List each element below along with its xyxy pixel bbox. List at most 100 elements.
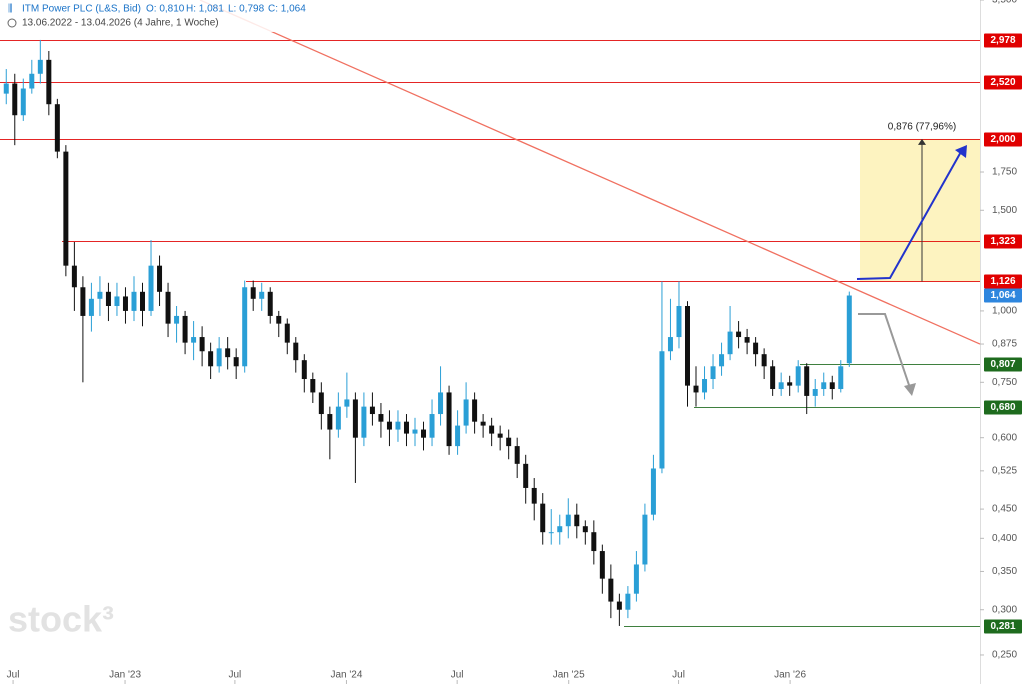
candle-body (821, 382, 827, 390)
candle-body (54, 104, 60, 152)
candle-body (710, 366, 716, 380)
candle-body (327, 414, 333, 430)
candle-body (514, 446, 520, 464)
y-tick-label: 0,875 (992, 339, 1017, 350)
y-tick-label: 0,750 (992, 377, 1017, 388)
level-tag (984, 274, 1022, 289)
candle-body (540, 503, 546, 533)
x-tick-label: Jan '24 (330, 670, 362, 681)
candle-body (616, 601, 622, 610)
candle-body (148, 265, 154, 311)
candle-body (693, 385, 699, 393)
candle-body (761, 354, 767, 367)
level-label: 0,807 (990, 359, 1015, 370)
candle-body (591, 532, 597, 552)
level-label: 2,520 (990, 77, 1015, 88)
level-label: 0,680 (990, 402, 1015, 413)
candle-body (523, 463, 529, 488)
candle-body (37, 59, 43, 74)
y-tick-label: 0,400 (992, 533, 1017, 544)
level-tag (984, 33, 1022, 48)
candle-body (642, 514, 648, 565)
candle-body (80, 287, 86, 316)
candle-body (97, 291, 103, 299)
candle-body (157, 265, 163, 292)
candle-body (301, 360, 307, 380)
candle-body (778, 382, 784, 390)
level-label: 1,323 (990, 236, 1015, 247)
candle-body (344, 399, 350, 407)
candle-body (182, 315, 188, 343)
candle-body (105, 291, 111, 306)
candle-body (12, 83, 18, 116)
y-tick-label: 0,600 (992, 432, 1017, 443)
candle-body (225, 348, 231, 358)
candle-body (829, 382, 835, 390)
candle-body (506, 437, 512, 447)
level-label: 2,978 (990, 35, 1015, 46)
candle-body (114, 296, 120, 306)
candle-body (233, 357, 239, 367)
candle-body (216, 348, 222, 367)
candle-body (676, 305, 682, 338)
x-tick-label: Jan '25 (553, 670, 585, 681)
candle-body (63, 151, 69, 266)
candle-body (310, 379, 316, 393)
candle-body (386, 421, 392, 430)
bull-arrow-head (955, 145, 967, 158)
candle-body (438, 392, 444, 415)
candle-body (480, 421, 486, 426)
level-label: 2,000 (990, 134, 1015, 145)
candle-body (71, 265, 77, 288)
candle-body (165, 291, 171, 324)
subtitle: 13.06.2022 - 13.04.2026 (4 Jahre, 1 Woch… (22, 18, 219, 29)
y-tick-label: 0,350 (992, 566, 1017, 577)
candle-body (191, 337, 197, 343)
candle-body (608, 578, 614, 602)
candle-body (455, 425, 461, 447)
last-price-tag (984, 288, 1022, 303)
candle-body (3, 83, 9, 94)
candle-body (753, 342, 759, 355)
candle-body (429, 414, 435, 438)
candle-body (787, 382, 793, 386)
candle-body (770, 366, 776, 390)
candle-body (131, 291, 137, 311)
candle-body (395, 421, 401, 430)
candle-body (838, 366, 844, 390)
candle-body (719, 354, 725, 367)
candle-body (727, 331, 733, 355)
ohlc-low: L: 0,798 (228, 4, 265, 15)
candle-body (744, 337, 750, 343)
candle-body (369, 406, 375, 415)
candle-body (284, 323, 290, 343)
candle-body (412, 429, 418, 434)
x-tick-label: Jul (7, 670, 20, 681)
candle-body (463, 399, 469, 426)
candle-body (625, 593, 631, 610)
candle-body (489, 425, 495, 434)
candle-body (497, 433, 503, 438)
y-tick-label: 0,450 (992, 504, 1017, 515)
candle-body (20, 88, 26, 116)
candle-body (736, 331, 742, 338)
candle-body (599, 551, 605, 579)
front-layer: 0,876 (77,96%) 2,978 2,520 2,000 1,323 1,126 0… (856, 33, 1022, 634)
last-price-label: 1,064 (990, 290, 1015, 301)
candle-body (531, 487, 537, 504)
y-tick-label: 1,000 (992, 306, 1017, 317)
level-tag (984, 234, 1022, 249)
logo: stock³ (8, 599, 114, 640)
candle-body (276, 315, 282, 324)
bear-arrow (858, 313, 911, 389)
projection-arrow-head (918, 138, 926, 145)
candle-body (335, 406, 341, 430)
candle-body (812, 389, 818, 396)
main-layer (3, 0, 981, 626)
header-bg (0, 0, 330, 32)
level-label: 0,281 (990, 621, 1015, 632)
candle-body (795, 366, 801, 386)
candle-body (199, 337, 205, 352)
